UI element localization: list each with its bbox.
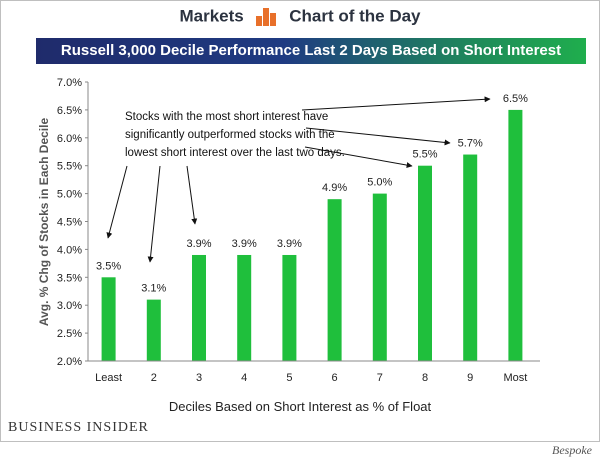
y-axis-label: Avg. % Chg of Stocks in Each Decile xyxy=(37,118,51,327)
arrow-to-most xyxy=(301,96,491,111)
data-label: 3.9% xyxy=(277,238,302,250)
x-tick-label: 3 xyxy=(196,372,202,384)
data-label: 3.9% xyxy=(232,238,257,250)
bar-most xyxy=(508,109,523,362)
x-tick-label: Most xyxy=(503,372,527,384)
annotation-line-2: significantly outperformed stocks with t… xyxy=(125,129,335,141)
chart-frame xyxy=(0,0,600,442)
data-label: 3.9% xyxy=(186,238,211,250)
annotation: Stocks with the most short interest have… xyxy=(125,111,345,159)
bar-logo-icon xyxy=(256,7,277,26)
header-chart-of-the-day: Chart of the Day xyxy=(289,6,421,26)
bar-9 xyxy=(463,154,478,361)
data-label: 5.7% xyxy=(458,138,483,150)
arrow-to-8 xyxy=(304,146,413,169)
y-tick-label: 6.5% xyxy=(57,105,82,117)
data-label: 6.5% xyxy=(503,93,528,105)
bar-3 xyxy=(192,254,206,361)
x-tick-label: 5 xyxy=(286,372,292,384)
bar-4 xyxy=(237,254,252,361)
bar-2 xyxy=(146,299,161,361)
data-label: 5.0% xyxy=(367,177,392,189)
bar-7 xyxy=(372,193,387,361)
header-markets: Markets xyxy=(179,6,244,26)
source-credit: Bespoke xyxy=(552,443,592,457)
arrow-to-3 xyxy=(186,165,198,225)
data-label: 3.1% xyxy=(141,283,166,295)
y-tick-label: 5.0% xyxy=(57,189,82,201)
header: Markets Chart of the Day xyxy=(0,6,600,27)
x-tick-label: Least xyxy=(95,372,122,384)
data-label: 3.5% xyxy=(96,260,121,272)
arrow-to-2 xyxy=(147,165,161,263)
x-tick-label: 6 xyxy=(332,372,338,384)
x-tick-label: 2 xyxy=(151,372,157,384)
bar-6 xyxy=(327,199,342,361)
x-tick-label: 8 xyxy=(422,372,428,384)
y-tick-label: 5.5% xyxy=(57,161,82,173)
x-tick-label: 9 xyxy=(467,372,473,384)
business-insider-logo: BUSINESS INSIDER xyxy=(8,420,149,435)
y-tick-label: 3.5% xyxy=(57,272,82,284)
bar-5 xyxy=(282,254,297,361)
data-label: 4.9% xyxy=(322,182,347,194)
bar-least xyxy=(101,277,116,361)
y-tick-label: 4.5% xyxy=(57,217,82,229)
y-tick-label: 4.0% xyxy=(57,244,82,256)
y-tick-label: 2.0% xyxy=(57,356,82,368)
data-label: 5.5% xyxy=(412,149,437,161)
annotation-line-3: lowest short interest over the last two … xyxy=(125,147,345,159)
y-tick-label: 3.0% xyxy=(57,300,82,312)
y-tick-label: 2.5% xyxy=(57,328,82,340)
arrow-to-9 xyxy=(305,127,451,146)
chart-title: Russell 3,000 Decile Performance Last 2 … xyxy=(36,38,586,85)
arrow-to-least xyxy=(106,165,128,239)
annotation-line-1: Stocks with the most short interest have xyxy=(125,111,328,123)
x-tick-label: 7 xyxy=(377,372,383,384)
annotation-arrows xyxy=(106,96,491,263)
y-tick-label: 6.0% xyxy=(57,133,82,145)
x-tick-label: 4 xyxy=(241,372,247,384)
bar-8 xyxy=(418,165,432,361)
y-tick-label: 7.0% xyxy=(57,77,82,89)
x-axis-label: Deciles Based on Short Interest as % of … xyxy=(169,399,432,414)
